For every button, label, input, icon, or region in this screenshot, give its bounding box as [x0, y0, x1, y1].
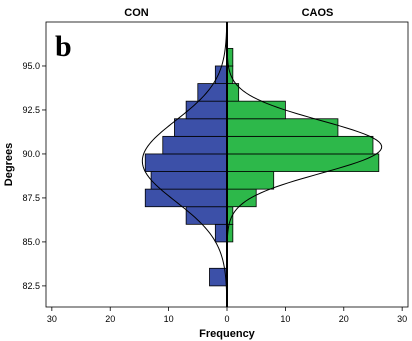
bar-caos-6	[226, 118, 339, 137]
y-tick-label-0: 82.5	[22, 281, 40, 291]
panel-header-caos: CAOS	[302, 7, 334, 19]
bar-con-1	[214, 223, 228, 243]
y-tick-label-4: 92.5	[22, 105, 40, 115]
y-tick-label-1: 85.0	[22, 237, 40, 247]
bar-con-0	[209, 267, 228, 287]
bar-caos-3	[226, 171, 275, 190]
panel-header-con: CON	[124, 7, 149, 19]
x-axis-label: Frequency	[199, 328, 256, 340]
x-tick-label-2: 10	[164, 314, 174, 324]
x-tick-label-4: 10	[280, 314, 290, 324]
x-tick-label-3: 0	[224, 314, 229, 324]
bar-con-6	[162, 135, 228, 155]
y-tick-label-2: 87.5	[22, 193, 40, 203]
bar-caos-5	[226, 135, 374, 155]
x-tick-label-1: 20	[105, 314, 115, 324]
bar-con-9	[197, 83, 228, 102]
bar-con-5	[144, 153, 228, 172]
y-tick-label-3: 90.0	[22, 149, 40, 159]
y-tick-label-5: 95.0	[22, 61, 40, 71]
x-tick-label-5: 20	[339, 314, 349, 324]
x-tick-label-0: 30	[47, 314, 57, 324]
bar-con-4	[150, 171, 228, 190]
bar-con-8	[185, 100, 228, 120]
bar-caos-7	[226, 100, 286, 120]
bar-con-3	[144, 188, 228, 208]
x-tick-label-6: 30	[397, 314, 407, 324]
normal-curve-con	[141, 21, 228, 308]
bar-con-7	[174, 118, 228, 137]
panel-letter: b	[55, 30, 72, 63]
y-axis-label: Degrees	[3, 143, 15, 186]
bar-caos-8	[226, 83, 240, 102]
